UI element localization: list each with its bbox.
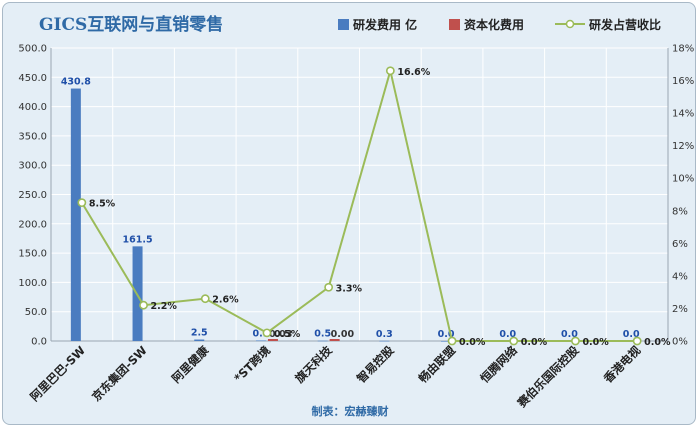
y-right-tick-label: 16% [672, 76, 694, 87]
point-rd-ratio [324, 282, 334, 292]
legend-label-rd-expense: 研发费用 亿 [353, 17, 417, 32]
x-category-label: 阿里健康 [169, 343, 212, 386]
bar-label-rd-expense: 161.5 [123, 234, 153, 245]
point-rd-ratio [77, 198, 87, 208]
bar-label-rd-expense: 0.0 [561, 329, 578, 340]
point-label-rd-ratio: 2.2% [151, 301, 178, 312]
point-rd-ratio [200, 294, 210, 304]
bar-label-rd-expense: 0.0 [623, 329, 640, 340]
y-left-tick-label: 100.0 [18, 278, 47, 289]
point-rd-ratio [509, 336, 519, 346]
bar-label-rd-expense: 0.0 [499, 329, 516, 340]
x-category-label: 智易控股 [354, 343, 397, 386]
bar-capitalized [329, 339, 340, 341]
x-category-label: *ST跨境 [231, 343, 273, 385]
y-right-tick-label: 14% [672, 109, 694, 120]
point-label-rd-ratio: 0.0% [582, 337, 609, 348]
bar-label-rd-expense: 0.5 [314, 329, 331, 340]
x-category-label: 京东集团-SW [89, 343, 150, 404]
point-rd-ratio [262, 328, 272, 338]
bar-label-rd-expense: 0.0 [438, 329, 455, 340]
y-right-tick-label: 2% [672, 304, 688, 315]
point-label-rd-ratio: 8.5% [89, 199, 116, 210]
x-category-label: 畅由联盟 [416, 343, 459, 386]
point-label-rd-ratio: 0.0% [459, 337, 486, 348]
y-left-tick-label: 300.0 [18, 161, 47, 172]
bar-rd-expense [441, 341, 452, 342]
legend-marker-rd-ratio [565, 19, 575, 29]
y-left-tick-label: 500.0 [18, 44, 47, 55]
x-category-label: 赛伯乐国际控股 [514, 343, 582, 411]
bar-label-rd-expense: 0.3 [376, 329, 393, 340]
point-rd-ratio [447, 336, 457, 346]
point-label-rd-ratio: 0.0% [644, 337, 671, 348]
y-right-tick-label: 6% [672, 239, 688, 250]
legend-label-rd-ratio: 研发占营收比 [589, 17, 661, 32]
bar-rd-expense [317, 340, 328, 342]
y-left-tick-label: 200.0 [18, 219, 47, 230]
bar-rd-expense [70, 88, 81, 341]
chart-svg: GICS互联网与直销零售 研发费用 亿 资本化费用 研发占营收比 0.0 50.0 100.… [18, 14, 694, 418]
y-left-tick-label: 0.0 [31, 337, 47, 348]
chart-title: GICS互联网与直销零售 [39, 14, 223, 35]
line-rd-ratio [80, 70, 638, 342]
point-rd-ratio [385, 66, 395, 76]
bar-label-rd-expense: 0.9 [253, 328, 270, 339]
point-rd-ratio [632, 336, 642, 346]
y-left-tick-label: 50.0 [25, 307, 47, 318]
y-right-tick-label: 18% [672, 44, 694, 55]
footer-credit: 制表：宏赫臻财 [312, 404, 389, 418]
bar-capitalized [267, 338, 278, 341]
y-left-tick-label: 450.0 [18, 73, 47, 84]
point-label-rd-ratio: 2.6% [212, 295, 239, 306]
point-label-rd-ratio: 0.5% [274, 329, 301, 340]
y-left-tick-label: 400.0 [18, 102, 47, 113]
legend-label-capitalized: 资本化费用 [464, 17, 524, 32]
bar-label-rd-expense: 2.5 [191, 328, 208, 339]
bar-rd-expense [255, 340, 266, 342]
bar-label-capitalized: 0.00 [331, 329, 355, 340]
y-left-tick-label: 150.0 [18, 249, 47, 260]
chart-frame: GICS互联网与直销零售 研发费用 亿 资本化费用 研发占营收比 0.0 50.0 100.… [2, 2, 696, 425]
x-category-label: 旗天科技 [292, 343, 335, 386]
point-rd-ratio [571, 336, 580, 346]
y-right-tick-label: 4% [672, 271, 688, 282]
point-label-rd-ratio: 16.6% [397, 67, 430, 78]
y-right-tick-label: 12% [672, 141, 694, 152]
legend-swatch-rd-expense [338, 19, 349, 30]
y-right-tick-label: 0% [672, 337, 688, 348]
x-category-label: 恒腾网络 [477, 343, 520, 386]
x-category-label: 阿里巴巴-SW [27, 343, 88, 404]
bar-rd-expense [194, 339, 205, 341]
point-rd-ratio [139, 300, 148, 310]
bar-label-capitalized: 0.03 [269, 329, 292, 340]
y-right-tick-label: 10% [672, 174, 694, 185]
bar-label-rd-expense: 430.8 [61, 77, 91, 88]
legend-swatch-capitalized [449, 19, 460, 30]
x-category-label: 香港电视 [600, 343, 643, 386]
point-label-rd-ratio: 0.0% [521, 337, 548, 348]
y-left-tick-label: 350.0 [18, 131, 47, 142]
point-label-rd-ratio: 3.3% [336, 283, 363, 294]
bar-rd-expense [379, 340, 390, 342]
y-left-tick-label: 250.0 [18, 190, 47, 201]
y-right-tick-label: 8% [672, 206, 688, 217]
